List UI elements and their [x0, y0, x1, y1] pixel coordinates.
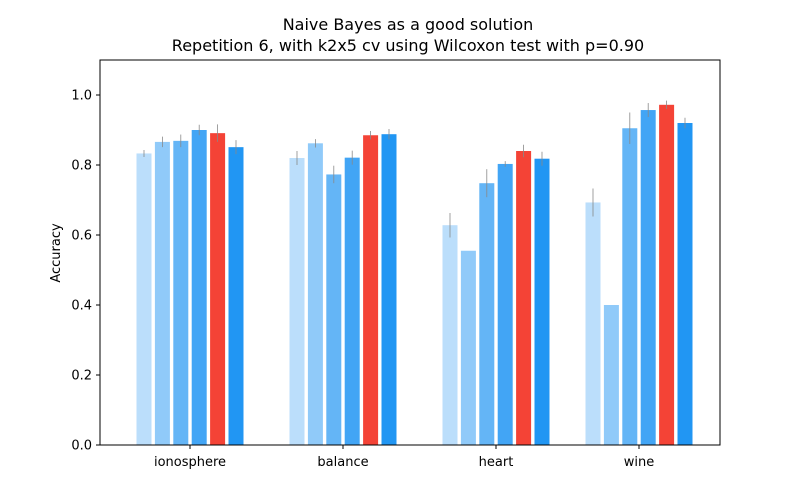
y-tick-label: 0.6: [71, 229, 92, 244]
chart-title-line-2: Repetition 6, with k2x5 cv using Wilcoxo…: [172, 36, 644, 55]
plot-frame: [99, 59, 721, 446]
x-tick-label-balance: balance: [317, 455, 368, 470]
bar-heart-s2: [460, 250, 476, 445]
chart-title-line-1: Naive Bayes as a good solution: [283, 15, 534, 34]
bar-wine-s4: [640, 110, 656, 446]
bar-ionosphere-s1: [136, 153, 152, 445]
bar-wine-s1: [585, 202, 601, 445]
bar-balance-s4: [344, 157, 360, 445]
bar-balance-s6: [381, 134, 397, 445]
x-tick-label-ionosphere: ionosphere: [154, 455, 226, 470]
y-tick-label: 0.2: [71, 369, 92, 384]
bar-wine-s5: [659, 104, 675, 446]
y-tick-label: 1.0: [71, 89, 92, 104]
error-bars-layer: [143, 100, 686, 238]
bar-wine-s3: [622, 128, 638, 445]
y-tick-label: 0.4: [71, 299, 92, 314]
bar-balance-s3: [326, 174, 342, 445]
y-axis-label: Accuracy: [49, 223, 64, 283]
bar-heart-s3: [479, 183, 495, 445]
x-tick-label-heart: heart: [479, 455, 514, 470]
bar-wine-s2: [603, 305, 619, 445]
bar-balance-s2: [307, 143, 323, 446]
bar-heart-s4: [497, 163, 513, 445]
bar-heart-s6: [534, 158, 550, 445]
bar-balance-s5: [363, 135, 379, 445]
bar-heart-s5: [516, 151, 532, 445]
axes-layer: ionosphere balance heart wine 0.0 0.2 0.4 0.6 0.…: [71, 89, 654, 471]
x-tick-label-wine: wine: [624, 455, 654, 470]
bar-wine-s6: [677, 123, 693, 445]
bar-balance-s1: [289, 158, 305, 445]
bar-heart-s1: [442, 225, 458, 445]
y-tick-label: 0.8: [71, 159, 92, 174]
bars-layer: [136, 104, 693, 446]
bar-ionosphere-s2: [154, 141, 170, 445]
bar-ionosphere-s5: [210, 133, 226, 445]
y-tick-label: 0.0: [71, 439, 92, 454]
bar-ionosphere-s3: [173, 140, 189, 445]
bar-ionosphere-s6: [228, 147, 244, 445]
bar-ionosphere-s4: [191, 130, 207, 445]
